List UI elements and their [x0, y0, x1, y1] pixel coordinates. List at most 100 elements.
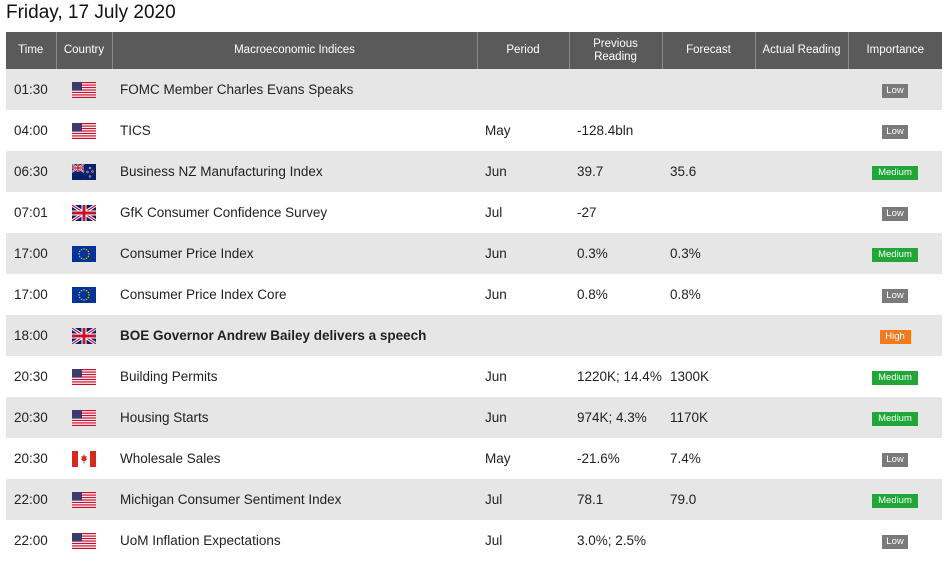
- importance-badge: Medium: [872, 371, 918, 385]
- importance-cell: Low: [848, 192, 942, 233]
- importance-badge: Low: [882, 207, 908, 221]
- ca-flag-icon: [72, 450, 96, 467]
- time-cell: 06:30: [6, 151, 56, 192]
- actual-reading-cell: [755, 274, 848, 315]
- period-cell: Jul: [477, 479, 569, 520]
- column-header-period: Period: [477, 32, 570, 69]
- country-cell: [56, 397, 112, 438]
- country-cell: [56, 233, 112, 274]
- time-cell: 20:30: [6, 397, 56, 438]
- column-header-indices: Macroeconomic Indices: [112, 32, 478, 69]
- nz-flag-icon: [71, 162, 96, 180]
- column-header-time: Time: [6, 32, 57, 69]
- importance-badge: Medium: [872, 494, 918, 508]
- column-header-previous: Previous Reading: [569, 32, 663, 69]
- country-cell: [56, 520, 112, 561]
- period-cell: [477, 315, 569, 356]
- eu-flag-icon: [72, 286, 96, 303]
- previous-reading-cell: -128.4bln: [569, 110, 662, 151]
- forecast-cell: [662, 110, 755, 151]
- importance-cell: Medium: [848, 479, 942, 520]
- index-name-cell: GfK Consumer Confidence Survey: [112, 192, 477, 233]
- country-cell: [56, 151, 112, 192]
- time-cell: 18:00: [6, 315, 56, 356]
- importance-badge: Low: [882, 289, 908, 303]
- table-row: 22:00 Michigan Consumer Sentiment Index Ju…: [6, 479, 942, 520]
- importance-badge: High: [879, 330, 911, 344]
- importance-badge: Medium: [872, 166, 918, 180]
- importance-badge: Low: [882, 453, 908, 467]
- forecast-cell: 35.6: [662, 151, 755, 192]
- forecast-cell: [662, 315, 755, 356]
- eu-flag-icon: [72, 245, 96, 262]
- period-cell: [477, 69, 569, 110]
- index-name-cell: Wholesale Sales: [112, 438, 477, 479]
- period-cell: Jun: [477, 233, 569, 274]
- forecast-cell: 0.8%: [662, 274, 755, 315]
- page-title: Friday, 17 July 2020: [6, 2, 176, 23]
- previous-reading-cell: [569, 69, 662, 110]
- actual-reading-cell: [755, 233, 848, 274]
- country-cell: [56, 274, 112, 315]
- index-name-cell: BOE Governor Andrew Bailey delivers a sp…: [112, 315, 477, 356]
- us-flag-icon: [72, 532, 96, 549]
- index-name-cell: TICS: [112, 110, 477, 151]
- table-row: 20:30 Housing Starts Jun 974K; 4.3% 1170K Med…: [6, 397, 942, 438]
- period-cell: Jul: [477, 520, 569, 561]
- country-cell: [56, 192, 112, 233]
- actual-reading-cell: [755, 520, 848, 561]
- previous-reading-cell: -27: [569, 192, 662, 233]
- importance-badge: Medium: [872, 412, 918, 426]
- actual-reading-cell: [755, 397, 848, 438]
- forecast-cell: 0.3%: [662, 233, 755, 274]
- index-name-cell: Building Permits: [112, 356, 477, 397]
- period-cell: May: [477, 438, 569, 479]
- importance-cell: Medium: [848, 151, 942, 192]
- previous-reading-cell: 974K; 4.3%: [569, 397, 662, 438]
- importance-cell: Low: [848, 110, 942, 151]
- forecast-cell: 7.4%: [662, 438, 755, 479]
- actual-reading-cell: [755, 356, 848, 397]
- importance-cell: Medium: [848, 356, 942, 397]
- period-cell: Jun: [477, 274, 569, 315]
- column-header-forecast: Forecast: [662, 32, 756, 69]
- time-cell: 01:30: [6, 69, 56, 110]
- period-cell: Jun: [477, 356, 569, 397]
- importance-cell: Low: [848, 520, 942, 561]
- table-row: 06:30 Business NZ Manufacturing Index Jun 3…: [6, 151, 942, 192]
- economic-calendar-table: Time Country Macroeconomic Indices Perio…: [6, 32, 942, 561]
- time-cell: 07:01: [6, 192, 56, 233]
- forecast-cell: 1170K: [662, 397, 755, 438]
- forecast-cell: [662, 69, 755, 110]
- previous-reading-cell: -21.6%: [569, 438, 662, 479]
- country-cell: [56, 69, 112, 110]
- time-cell: 17:00: [6, 233, 56, 274]
- uk-flag-icon: [71, 326, 97, 346]
- actual-reading-cell: [755, 69, 848, 110]
- column-header-country: Country: [56, 32, 113, 69]
- forecast-cell: [662, 192, 755, 233]
- period-cell: Jun: [477, 151, 569, 192]
- importance-badge: Low: [882, 535, 908, 549]
- uk-flag-icon: [71, 203, 97, 223]
- forecast-cell: [662, 520, 755, 561]
- country-cell: [56, 110, 112, 151]
- importance-cell: High: [848, 315, 942, 356]
- time-cell: 04:00: [6, 110, 56, 151]
- importance-cell: Medium: [848, 397, 942, 438]
- column-header-importance: Importance: [848, 32, 942, 69]
- forecast-cell: 79.0: [662, 479, 755, 520]
- table-row: 22:00 UoM Inflation Expectations Jul 3.0%; …: [6, 520, 942, 561]
- actual-reading-cell: [755, 438, 848, 479]
- importance-badge: Low: [882, 125, 908, 139]
- table-row: 17:00 Consumer Price Index Core Jun 0.8% 0.8…: [6, 274, 942, 315]
- previous-reading-cell: 78.1: [569, 479, 662, 520]
- table-row: 20:30 Wholesale Sales May -21.6% 7.4% Low: [6, 438, 942, 479]
- actual-reading-cell: [755, 110, 848, 151]
- previous-reading-cell: 39.7: [569, 151, 662, 192]
- forecast-cell: 1300K: [662, 356, 755, 397]
- time-cell: 20:30: [6, 438, 56, 479]
- country-cell: [56, 438, 112, 479]
- actual-reading-cell: [755, 151, 848, 192]
- index-name-cell: Business NZ Manufacturing Index: [112, 151, 477, 192]
